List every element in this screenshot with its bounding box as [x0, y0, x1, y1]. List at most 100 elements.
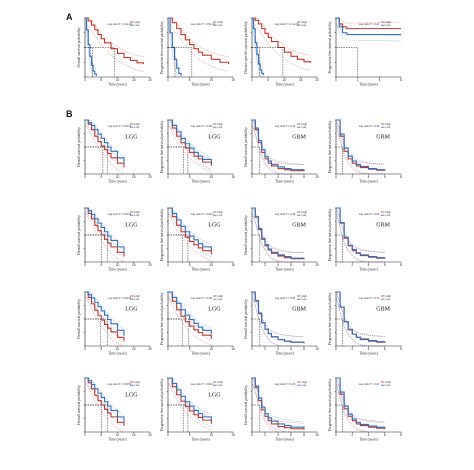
x-axis-label: Time (years)	[275, 268, 294, 272]
y-axis-label: Progression free survival probability	[160, 209, 164, 262]
km-curve-low	[252, 377, 305, 429]
x-tick-label: 10	[116, 78, 120, 82]
ci-upper-low	[85, 119, 125, 157]
y-axis-label: Overall survival probability	[77, 215, 81, 255]
x-tick-label: 10	[315, 433, 319, 437]
y-axis-label: Overall survival probability	[77, 385, 81, 425]
x-tick-label: 4	[368, 347, 370, 351]
legend-label: High	[302, 20, 308, 24]
km-plot-b14: 0 5 10 15 Time (years) Progression free survi…	[160, 377, 235, 442]
x-tick-label: 5	[189, 263, 191, 267]
km-curve-low	[252, 207, 305, 260]
x-tick-label: 2	[264, 347, 266, 351]
x-tick-label: 5	[100, 78, 102, 82]
km-plot-b4: 0 2 4 6 8 Time (years) Progression free surviv…	[328, 119, 402, 184]
legend-label: Low	[386, 23, 391, 27]
x-axis-label: Time (years)	[108, 352, 127, 356]
legend-label: Low	[302, 125, 307, 129]
x-tick-label: 6	[400, 78, 402, 82]
x-tick-label: 2	[264, 433, 266, 437]
log-rank-pvalue: Log rank P = 0.0034	[108, 212, 132, 216]
ci-upper-low	[251, 291, 305, 338]
log-rank-pvalue: Log rank P = 0.022	[191, 382, 214, 386]
km-plot-b8: 0 2 4 6 8 Time (years) Progression free surviv…	[328, 207, 402, 272]
km-plot-b5: 0 5 10 15 20 Time (years) Overall survival pro…	[77, 207, 152, 272]
cancer-type-label: LGG	[208, 306, 221, 312]
median-line	[336, 47, 358, 77]
x-axis-label: Time (years)	[191, 352, 210, 356]
x-tick-label: 15	[231, 78, 235, 82]
x-tick-label: 15	[299, 78, 303, 82]
km-plot-b10: 0 5 10 15 Time (years) Progression free survi…	[160, 291, 235, 356]
ci-upper-low	[251, 377, 305, 422]
x-tick-label: 8	[400, 263, 402, 267]
x-tick-label: 0	[167, 78, 169, 82]
km-plot-a2: 0 5 10 15 Time (years) Progression free survi…	[160, 17, 235, 87]
y-axis-label: Overall survival probability	[244, 215, 248, 255]
median-line	[168, 47, 193, 77]
legend-label: High	[386, 20, 392, 24]
x-tick-label: 0	[335, 433, 337, 437]
ci-lower-low	[251, 22, 264, 78]
km-plot-b9: 0 5 10 15 20 Time (years) Overall survival pro…	[77, 291, 152, 356]
x-axis-label: Time (years)	[191, 83, 210, 87]
x-tick-label: 6	[290, 263, 292, 267]
y-axis-label: Progression free survival probability	[160, 379, 164, 432]
x-tick-label: 15	[132, 175, 136, 179]
median-line	[168, 318, 190, 346]
median-line	[85, 146, 108, 174]
ci-upper-low	[85, 207, 125, 246]
ci-lower-high	[167, 212, 212, 261]
x-tick-label: 6	[290, 347, 292, 351]
x-axis-label: Time (years)	[359, 180, 378, 184]
x-axis-label: Time (years)	[359, 83, 378, 87]
ci-upper-low	[335, 377, 385, 423]
km-plot-b13: 0 5 10 15 20 Time (years) Overall survival pro…	[77, 377, 152, 442]
log-rank-pvalue: Log rank P = 3.5e-14	[191, 22, 216, 26]
x-axis-label: Time (years)	[359, 438, 378, 442]
x-axis-label: Time (years)	[191, 268, 210, 272]
km-plot-a1: 0 5 10 15 20 Time (years) Overall survival pro…	[77, 17, 152, 87]
x-tick-label: 15	[132, 347, 136, 351]
legend-label: Low	[386, 213, 391, 217]
x-axis-label: Time (years)	[108, 268, 127, 272]
cancer-type-label: GBM	[292, 306, 306, 312]
y-axis-label: Progression free survival probability	[328, 293, 332, 346]
cancer-type-label: GBM	[376, 134, 390, 140]
legend-label: High	[218, 380, 224, 384]
km-plot-a3: 0 5 10 15 20 Time (years) Disease specific sur…	[244, 17, 319, 87]
legend-label: Low	[302, 383, 307, 387]
ci-upper-high	[335, 377, 385, 424]
x-axis-label: Time (years)	[359, 268, 378, 272]
ci-lower-high	[251, 22, 311, 71]
ci-upper-low	[335, 207, 385, 253]
cancer-type-label: GBM	[376, 306, 390, 312]
x-tick-label: 4	[277, 175, 279, 179]
x-tick-label: 2	[351, 263, 353, 267]
x-axis-label: Time (years)	[108, 180, 127, 184]
x-tick-label: 10	[315, 175, 319, 179]
ci-upper-low	[335, 119, 385, 165]
log-rank-pvalue: Log rank P = 2.1e-16	[275, 22, 300, 26]
x-tick-label: 0	[167, 433, 169, 437]
x-tick-label: 15	[132, 78, 136, 82]
axis-frame	[167, 208, 233, 263]
panel-letter-b: B	[66, 109, 73, 119]
median-line	[336, 234, 343, 262]
x-tick-label: 10	[116, 263, 120, 267]
km-curve-low	[336, 17, 401, 36]
x-tick-label: 20	[148, 263, 152, 267]
x-tick-label: 0	[335, 347, 337, 351]
legend-label: Low	[386, 125, 391, 129]
ci-lower-high	[167, 124, 212, 173]
x-tick-label: 4	[368, 175, 370, 179]
ci-lower-low	[335, 382, 385, 433]
median-line	[336, 146, 343, 174]
km-curve-low	[168, 291, 212, 335]
x-tick-label: 0	[167, 175, 169, 179]
x-tick-label: 0	[335, 175, 337, 179]
km-plot-b15: 0 2 4 6 8 10 Time (years) Overall survival prob…	[244, 377, 319, 442]
ci-lower-low	[335, 124, 385, 175]
log-rank-pvalue: Log rank P = 0.35	[359, 124, 380, 128]
legend-label: Low	[218, 383, 223, 387]
